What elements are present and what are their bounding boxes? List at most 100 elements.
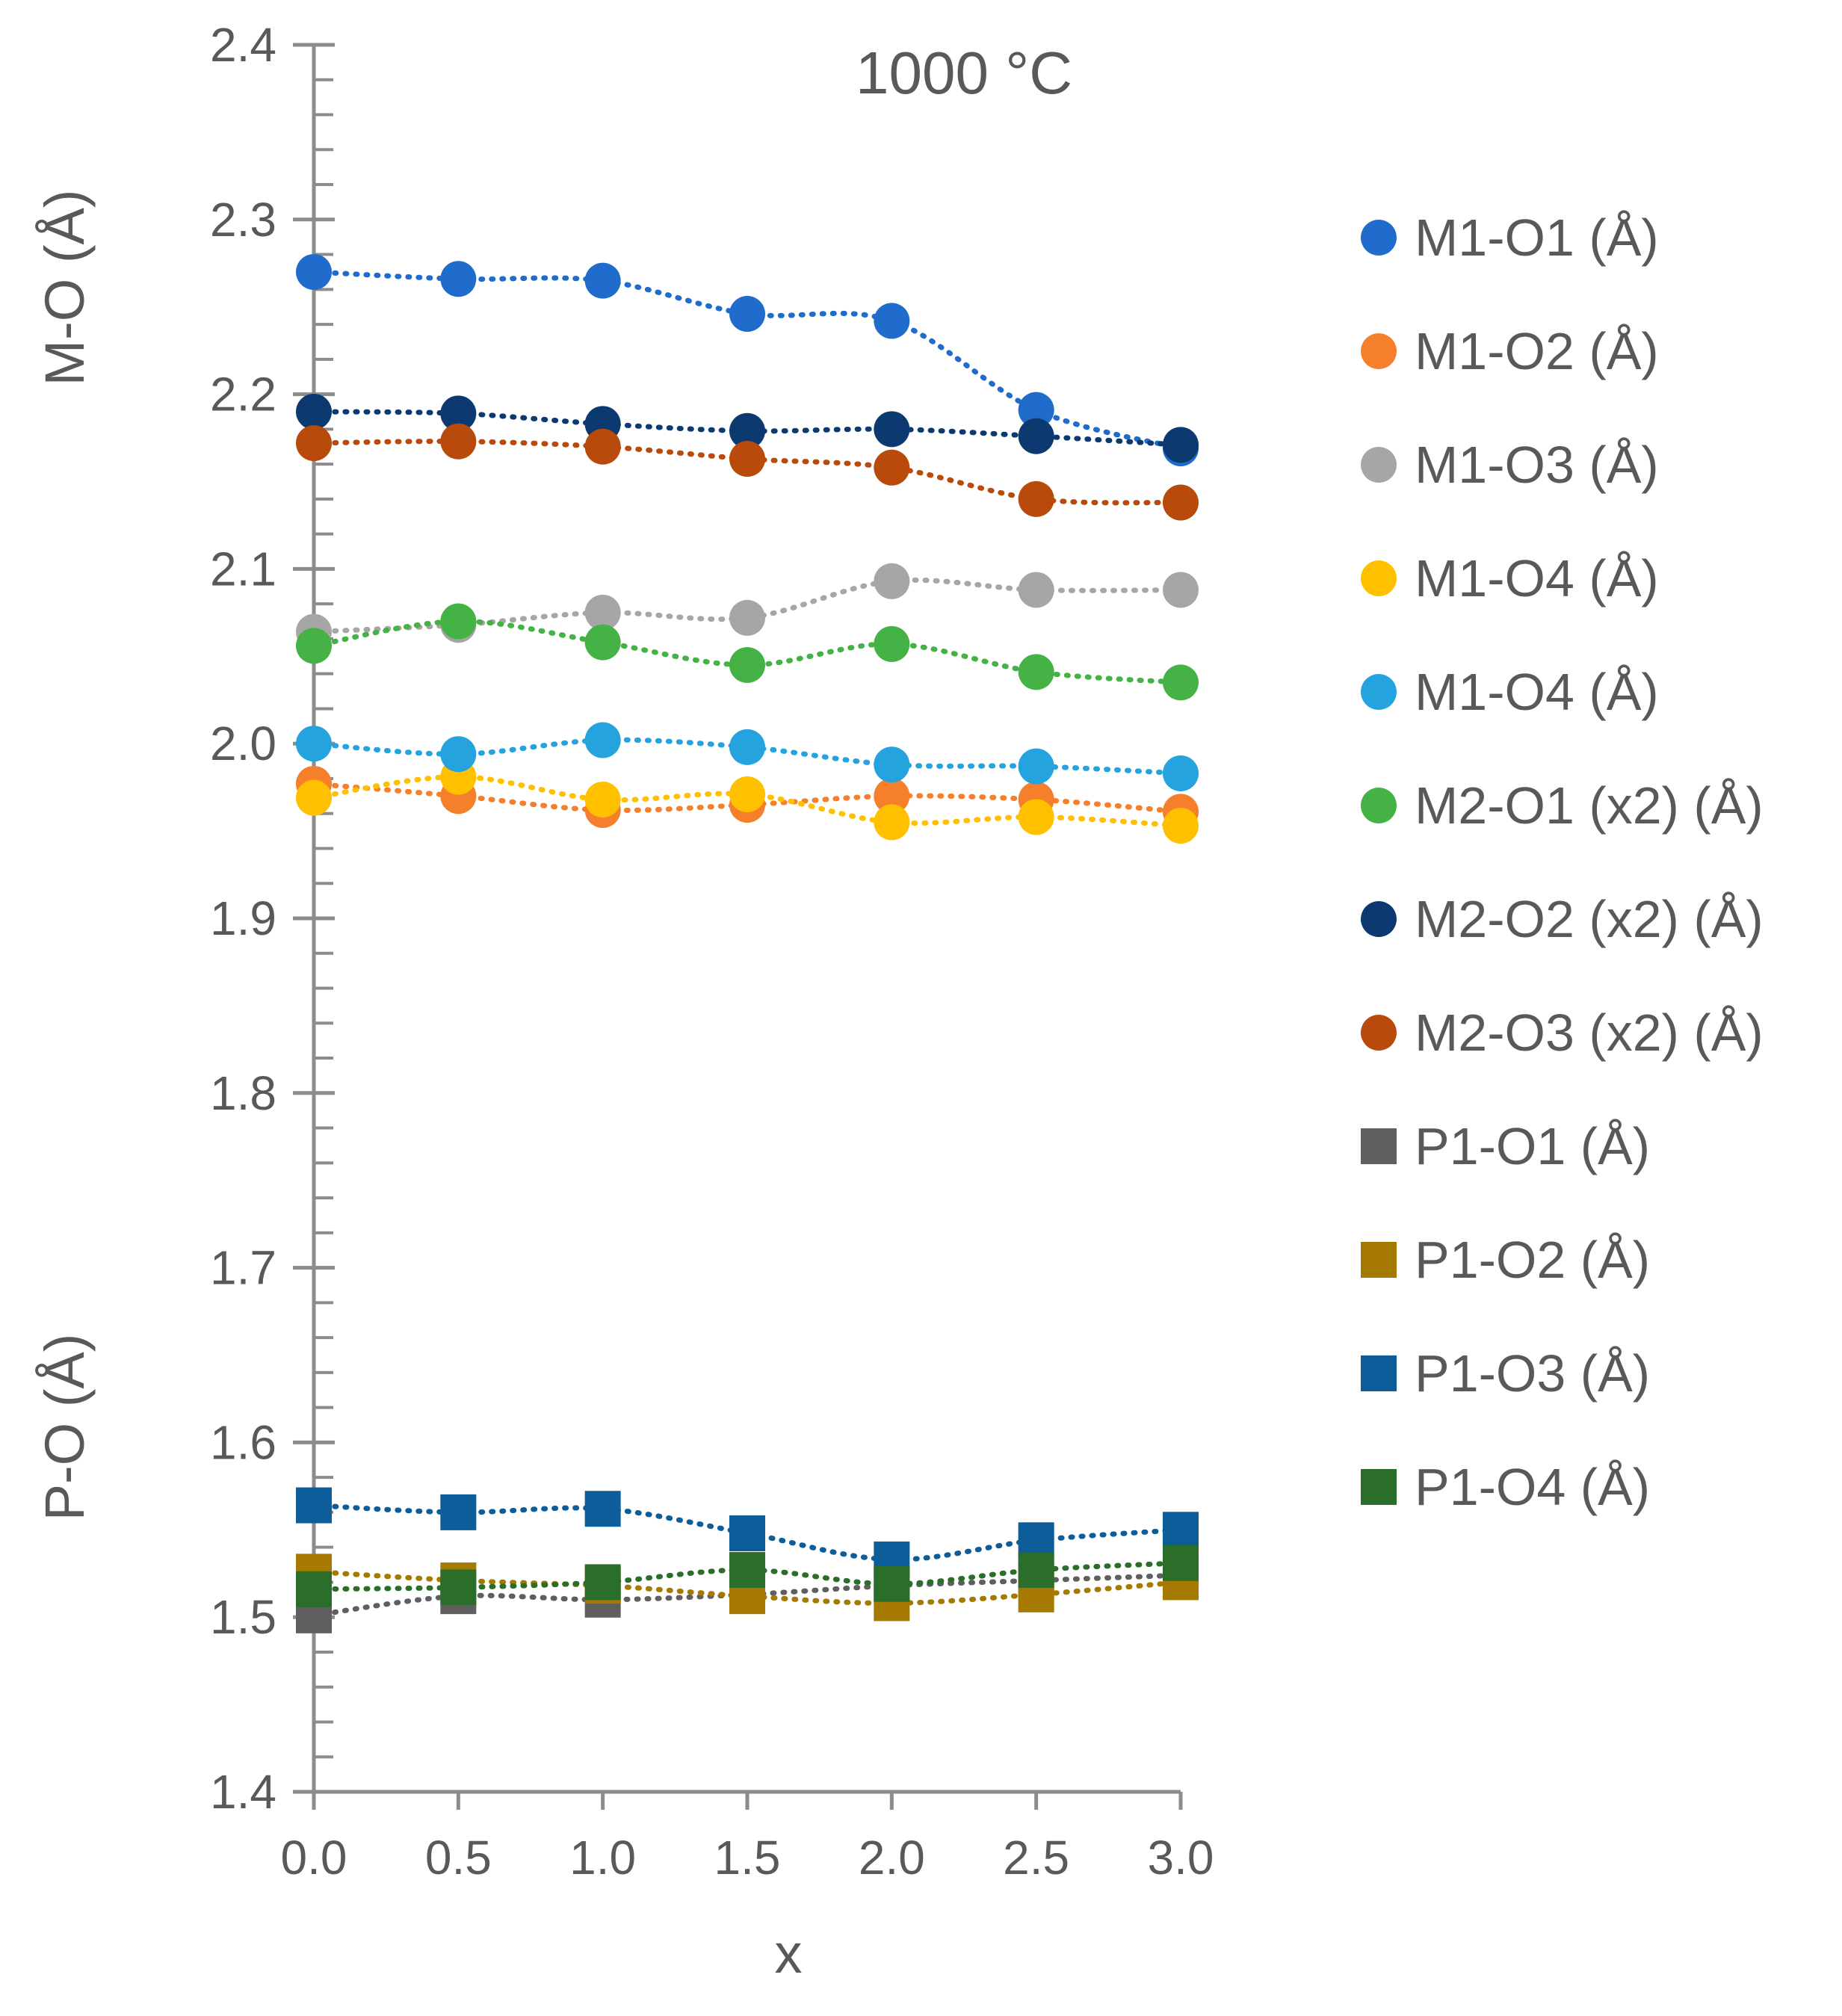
data-point [1163,664,1199,701]
x-tick-label: 2.5 [1003,1831,1069,1884]
data-point [874,303,910,339]
data-point [729,441,765,477]
y-tick-label: 2.1 [210,542,276,596]
y-tick-label: 1.8 [210,1066,276,1120]
data-point [874,1565,910,1602]
data-point [874,746,910,783]
data-point [874,411,910,448]
chart-title: 1000 °C [856,40,1072,106]
y-tick-label: 2.0 [210,717,276,770]
data-point [1018,572,1054,608]
data-point [729,1552,765,1589]
legend-label: P1-O2 (Å) [1415,1231,1650,1289]
legend-marker [1361,1128,1397,1164]
y-tick-label: 1.5 [210,1590,276,1644]
data-point [584,428,621,465]
data-point [1163,755,1199,791]
data-point [874,449,910,486]
data-point [1163,808,1199,844]
data-point [296,779,332,816]
legend-label: M1-O1 (Å) [1415,208,1659,267]
legend-item: M1-O4 (Å) [1361,663,1659,721]
y-axis-title-lower: P-O (Å) [34,1334,96,1521]
data-point [729,646,765,683]
data-point [1163,484,1199,521]
data-point [729,776,765,813]
legend-label: M1-O4 (Å) [1415,549,1659,607]
legend-marker [1361,1015,1397,1051]
y-axis: 1.4 1.5 1.6 1.7 1.8 1.9 2.0 2.1 2.2 2.3 2.4 [210,18,335,1819]
data-point [1018,480,1054,517]
data-point [874,804,910,841]
x-tick-label: 0.0 [281,1831,347,1884]
legend-marker [1361,788,1397,823]
series-layer [296,253,1199,1633]
x-tick-label: 3.0 [1148,1831,1214,1884]
data-point [296,726,332,762]
legend-marker [1361,220,1397,256]
data-point [1018,1552,1054,1589]
legend-label: M1-O2 (Å) [1415,322,1659,380]
data-point [729,729,765,765]
legend-label: M1-O4 (Å) [1415,663,1659,721]
data-point [584,262,621,299]
data-point [1163,427,1199,463]
legend-label: M2-O2 (x2) (Å) [1415,890,1764,948]
legend-item: M1-O2 (Å) [1361,322,1659,380]
legend-item: M1-O1 (Å) [1361,208,1659,267]
data-point [440,395,477,432]
data-point [296,628,332,664]
data-point [584,782,621,818]
data-point [729,412,765,449]
data-point [440,736,477,773]
data-point [1018,748,1054,785]
legend-label: M1-O3 (Å) [1415,436,1659,494]
data-point [296,1571,332,1607]
legend-marker [1361,901,1397,937]
data-point [1163,1512,1199,1548]
x-axis-title: x [775,1923,803,1985]
data-point [296,393,332,430]
legend-marker [1361,1242,1397,1278]
legend-marker [1361,447,1397,483]
legend-item: P1-O4 (Å) [1361,1458,1650,1516]
legend-item: P1-O1 (Å) [1361,1117,1650,1175]
legend-marker [1361,1469,1397,1505]
legend-item: P1-O2 (Å) [1361,1231,1650,1289]
legend-marker [1361,1355,1397,1391]
legend-marker [1361,560,1397,596]
legend-label: P1-O1 (Å) [1415,1117,1650,1175]
data-point [296,1487,332,1524]
data-point [584,1491,621,1527]
y-tick-label: 1.4 [210,1765,276,1819]
y-tick-label: 1.9 [210,891,276,945]
legend-label: P1-O4 (Å) [1415,1458,1650,1516]
legend-item: M1-O4 (Å) [1361,549,1659,607]
y-tick-label: 1.6 [210,1415,276,1469]
data-point [1018,392,1054,428]
data-point [1018,654,1054,690]
data-point [440,261,477,297]
data-point [440,1494,477,1530]
x-tick-label: 1.5 [714,1831,781,1884]
data-point [1018,799,1054,835]
x-axis: 0.0 0.5 1.0 1.5 2.0 2.5 3.0 [281,1790,1214,1884]
legend-label: M2-O3 (x2) (Å) [1415,1004,1764,1062]
data-point [296,425,332,462]
legend-item: M2-O2 (x2) (Å) [1361,890,1764,948]
data-point [584,594,621,631]
legend-item: M2-O1 (x2) (Å) [1361,776,1764,835]
data-point [584,722,621,758]
data-point [296,253,332,290]
x-tick-label: 2.0 [859,1831,925,1884]
data-point [1018,418,1054,454]
data-point [874,625,910,662]
legend-marker [1361,333,1397,369]
data-point [440,423,477,460]
y-tick-label: 1.7 [210,1241,276,1295]
data-point [584,1564,621,1601]
legend-label: M2-O1 (x2) (Å) [1415,776,1764,835]
data-point [1163,1545,1199,1581]
y-tick-label: 2.4 [210,18,276,72]
